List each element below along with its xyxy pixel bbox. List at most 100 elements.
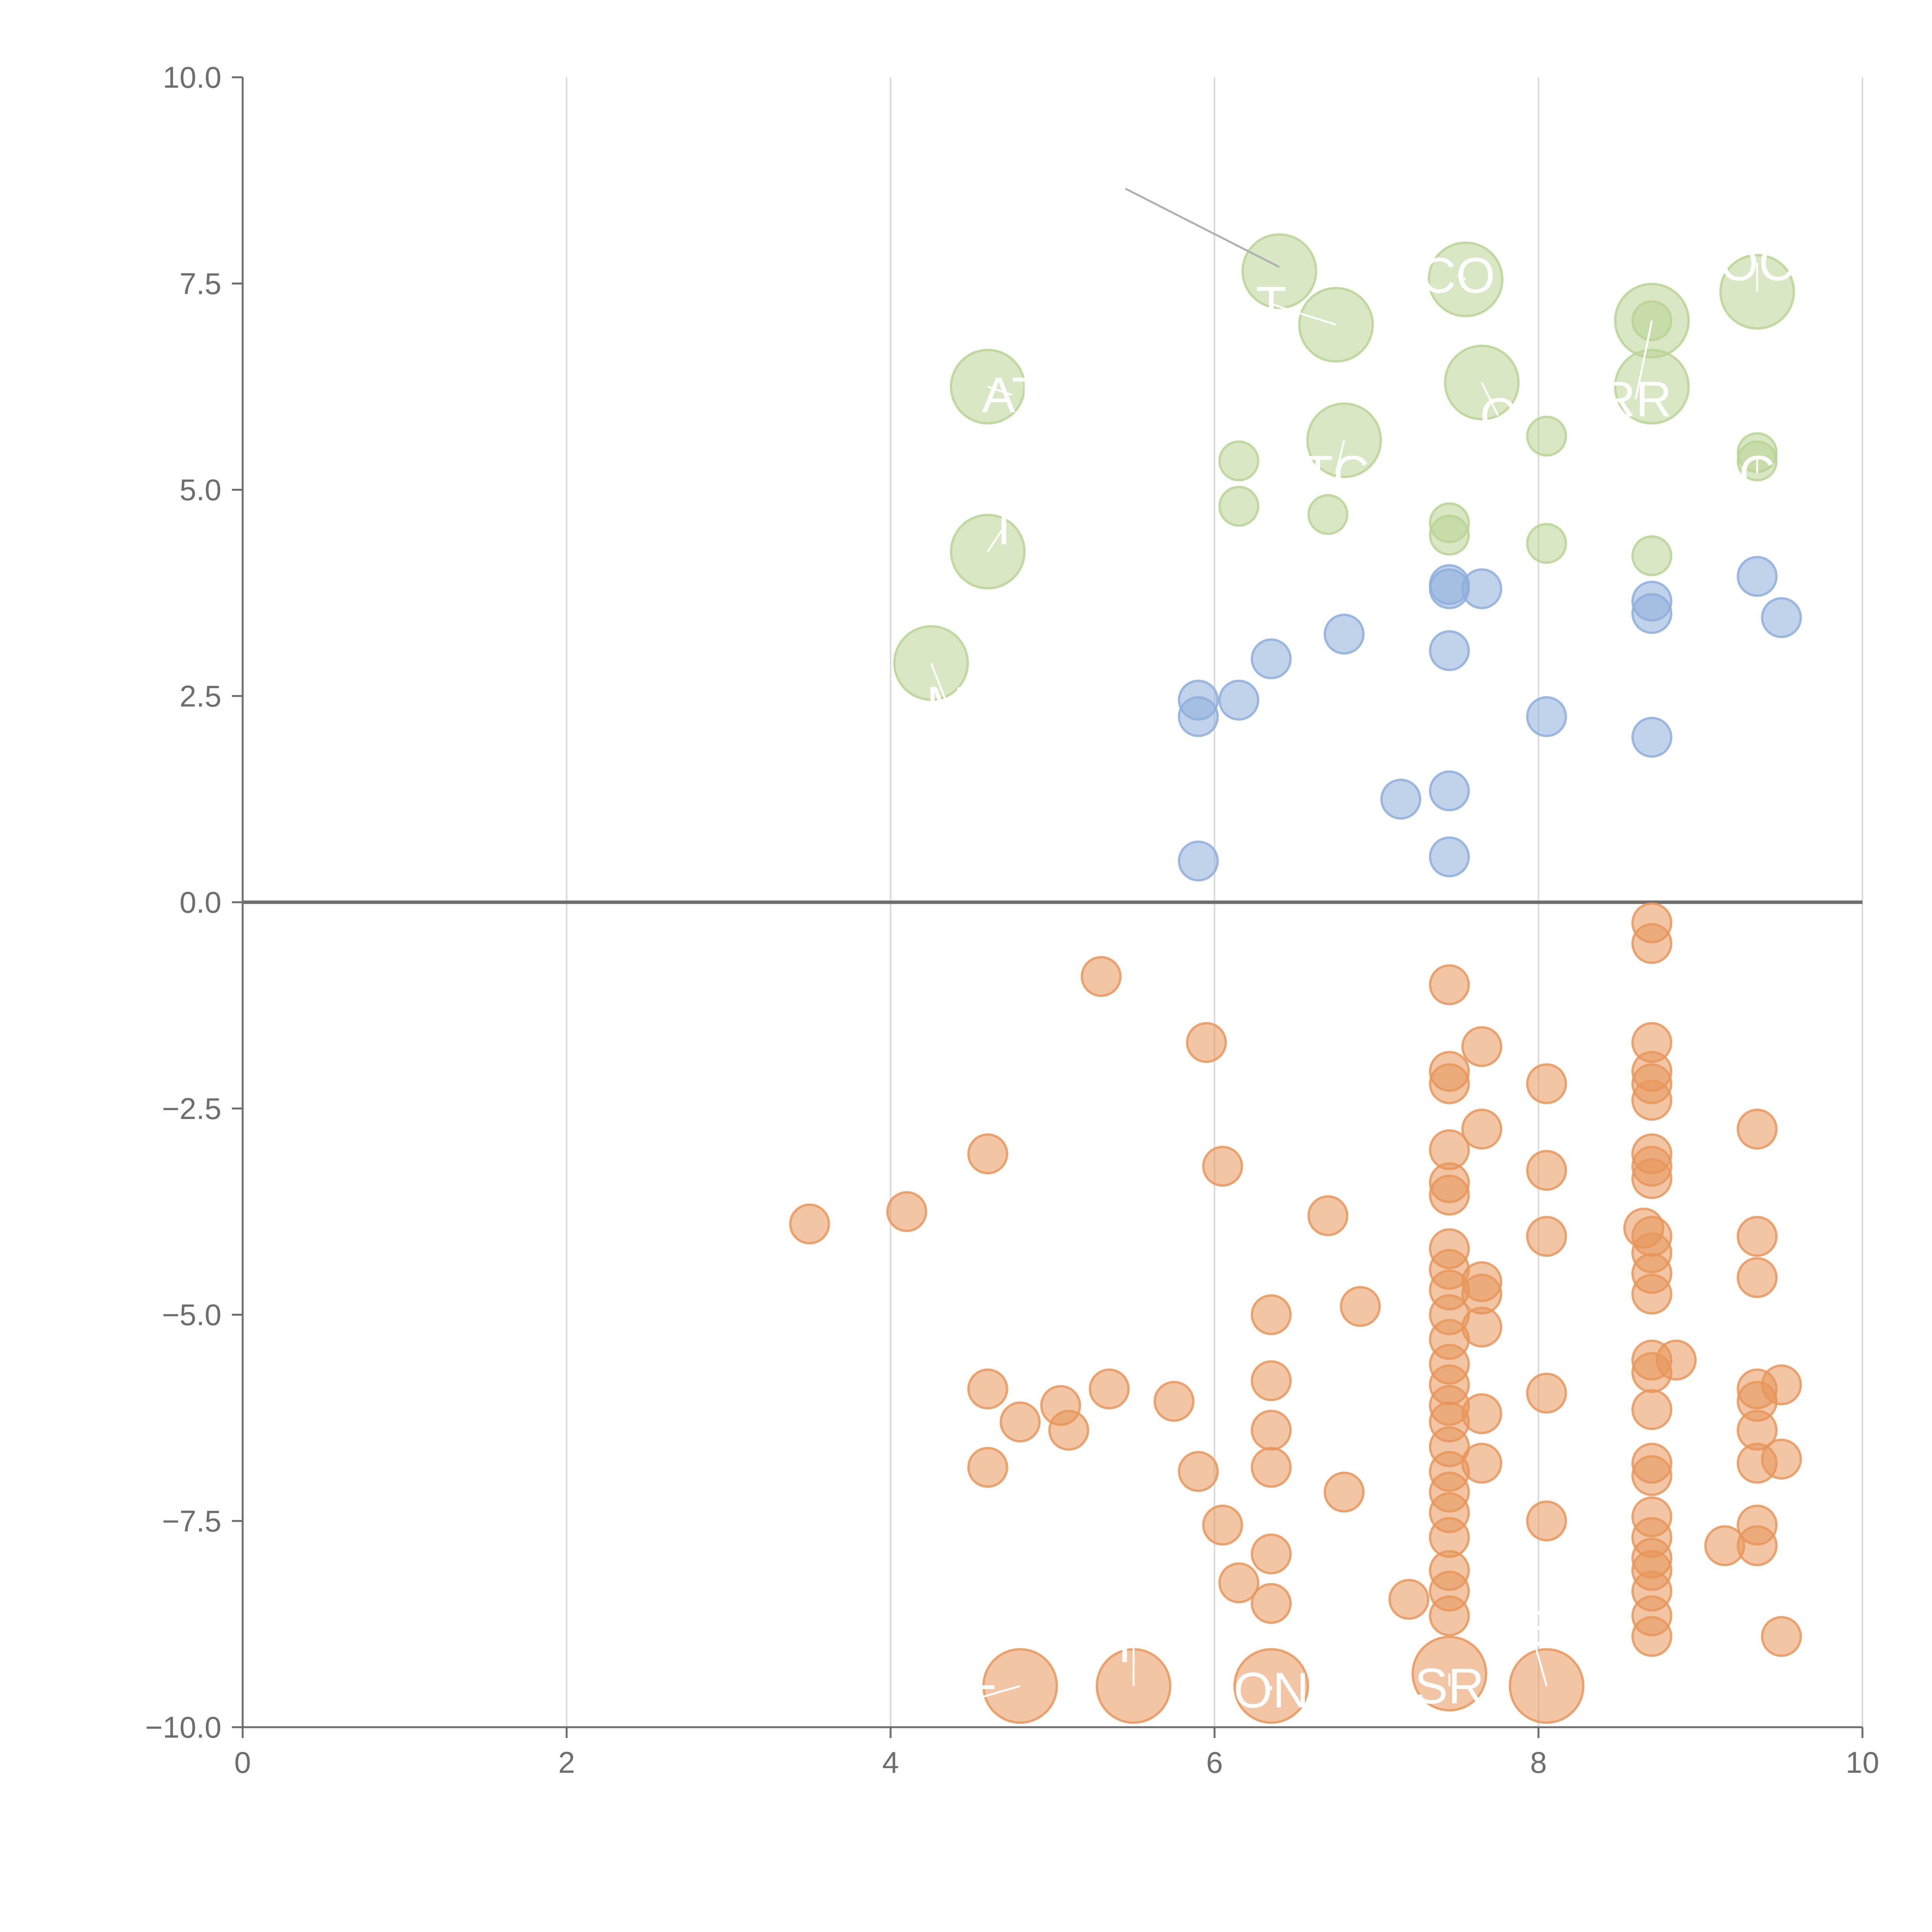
annotation-label: T <box>1256 276 1286 332</box>
y-tick-label: 2.5 <box>180 679 221 713</box>
data-point-negative <box>1429 964 1470 1005</box>
x-tick-label: 8 <box>1530 1745 1547 1779</box>
data-point-negative <box>1202 1504 1243 1546</box>
data-point-low <box>1380 779 1422 820</box>
data-point-high <box>1526 523 1567 564</box>
data-point-negative <box>1429 1063 1470 1104</box>
data-point-negative <box>1736 1525 1778 1566</box>
data-point-negative <box>1218 1562 1260 1604</box>
data-point-negative <box>1088 1368 1130 1410</box>
data-point-low <box>1736 556 1778 597</box>
data-point-negative <box>1631 1080 1673 1121</box>
large-bubble-high <box>1241 233 1317 309</box>
data-point-negative <box>1340 1286 1381 1327</box>
data-point-negative <box>1250 1533 1292 1575</box>
data-point-negative <box>967 1133 1009 1175</box>
data-point-negative <box>1080 956 1122 997</box>
annotation-label: SR <box>1415 1658 1485 1714</box>
data-point-negative <box>1202 1146 1243 1187</box>
data-point-negative <box>1631 1274 1673 1315</box>
data-point-negative <box>1250 1360 1292 1401</box>
data-point-negative <box>1388 1579 1430 1620</box>
data-point-negative <box>1250 1583 1292 1624</box>
annotation-leader <box>930 662 948 705</box>
data-point-low <box>1461 568 1502 609</box>
data-point-negative <box>1461 1306 1502 1348</box>
annotation-label: RR <box>1599 371 1672 427</box>
data-point-negative <box>1736 1109 1778 1150</box>
data-point-negative <box>1461 1393 1502 1434</box>
annotation-leader <box>963 1685 1020 1704</box>
data-point-negative <box>1655 1339 1697 1381</box>
annotation-leader <box>1335 440 1345 474</box>
data-point-low <box>1429 630 1470 671</box>
data-point-high <box>1429 514 1470 556</box>
data-point-negative <box>1048 1410 1089 1451</box>
x-tick-label: 10 <box>1846 1745 1879 1779</box>
data-point-negative <box>1250 1410 1292 1451</box>
data-point-negative <box>967 1447 1009 1488</box>
data-point-negative <box>1526 1063 1567 1104</box>
data-point-high <box>1307 494 1349 535</box>
data-point-high <box>1631 535 1673 577</box>
data-point-high <box>1218 486 1260 527</box>
x-tick-label: 6 <box>1206 1745 1223 1779</box>
data-points <box>789 300 1802 1657</box>
data-point-negative <box>1526 1150 1567 1191</box>
data-point-negative <box>1461 1026 1502 1067</box>
x-tick-label: 0 <box>234 1745 251 1779</box>
data-point-negative <box>1526 1500 1567 1542</box>
large-bubble-high <box>1614 349 1690 425</box>
data-point-negative <box>1461 1109 1502 1150</box>
data-point-negative <box>1307 1195 1349 1236</box>
data-point-negative <box>1631 923 1673 964</box>
y-tick-label: 0.0 <box>180 885 221 919</box>
annotation-leader <box>987 386 1013 396</box>
data-point-negative <box>1323 1471 1365 1513</box>
data-point-low <box>1218 679 1260 721</box>
annotations: CO T OC AT RR C TC C T M ET ON SR E F <box>926 187 1795 1731</box>
data-point-negative <box>1526 1216 1567 1257</box>
annotation-label: F <box>1118 1617 1149 1673</box>
data-point-negative <box>1000 1401 1041 1443</box>
data-point-negative <box>1631 1158 1673 1199</box>
data-point-negative <box>1631 1455 1673 1496</box>
data-point-negative <box>1178 1451 1219 1492</box>
annotation-label: ET <box>931 1674 995 1731</box>
data-point-high <box>1218 440 1260 481</box>
data-point-negative <box>1429 1595 1470 1636</box>
x-tick-label: 4 <box>882 1745 899 1779</box>
data-point-negative <box>1526 1372 1567 1414</box>
y-tick-label: 7.5 <box>180 267 221 301</box>
annotation-label: TC <box>1303 445 1369 502</box>
annotation-label: ON <box>1233 1662 1309 1718</box>
annotation-leader <box>1457 274 1466 281</box>
data-point-negative <box>1761 1364 1802 1405</box>
data-point-negative <box>1736 1257 1778 1298</box>
annotation-label: C <box>1739 445 1776 502</box>
data-point-low <box>1250 638 1292 680</box>
data-point-negative <box>1736 1216 1778 1257</box>
data-point-negative <box>1429 1174 1470 1216</box>
data-point-negative <box>1461 1442 1502 1484</box>
data-point-low <box>1526 696 1567 737</box>
data-point-low <box>1178 679 1219 721</box>
y-tick-label: −10.0 <box>145 1710 221 1744</box>
data-point-low <box>1429 770 1470 811</box>
data-point-low <box>1429 836 1470 878</box>
annotation-leader <box>1271 303 1337 326</box>
data-point-negative <box>1250 1447 1292 1488</box>
y-tick-label: −7.5 <box>162 1504 221 1538</box>
data-point-negative <box>789 1203 830 1245</box>
annotation-label: AT <box>982 367 1042 423</box>
data-point-low <box>1631 580 1673 622</box>
annotation-leader <box>1481 382 1499 416</box>
data-point-negative <box>886 1191 927 1232</box>
data-point-low <box>1761 597 1802 638</box>
data-point-negative <box>1761 1616 1802 1657</box>
annotation-leader <box>1634 320 1653 400</box>
data-point-high <box>1526 415 1567 457</box>
data-point-negative <box>1153 1381 1195 1422</box>
data-point-negative <box>1631 1616 1673 1657</box>
